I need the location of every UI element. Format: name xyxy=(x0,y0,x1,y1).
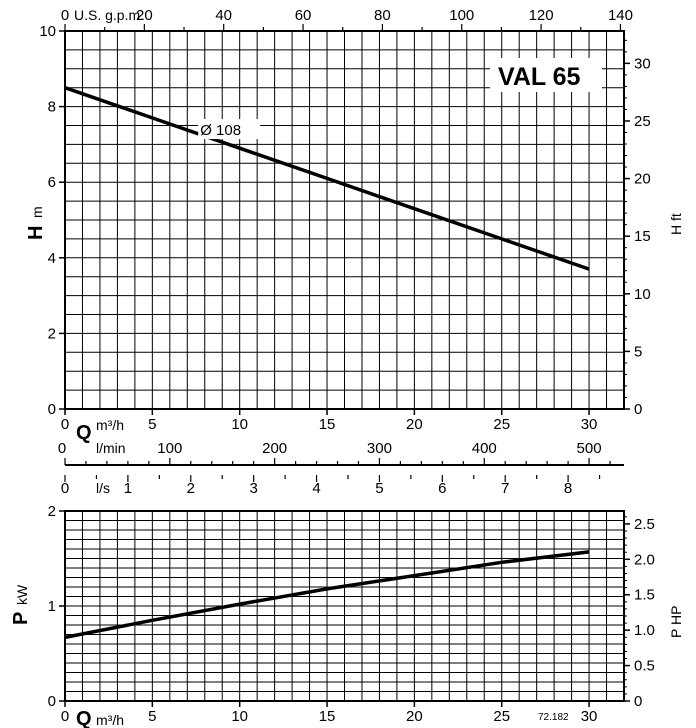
gpm-tick-label: 80 xyxy=(374,7,391,24)
power-x-tick-label: 30 xyxy=(581,708,598,725)
model-badge-background xyxy=(490,58,602,92)
head-right-axis-label: H ft xyxy=(668,213,684,235)
y-right-tick-label: 5 xyxy=(634,343,642,360)
head-chart-grid xyxy=(65,31,624,409)
lmin-scale-unit: l/min xyxy=(96,440,126,456)
y-right-tick-label: 0 xyxy=(634,401,642,418)
ls-tick-label: 3 xyxy=(249,480,257,497)
head-curve xyxy=(64,86,590,271)
flow-axis-unit-top: m³/h xyxy=(96,417,124,433)
power-right-axis-label: P HP xyxy=(668,606,684,638)
hp-tick-label: 0.5 xyxy=(634,658,655,675)
power-axis-symbol: P xyxy=(10,612,32,625)
head-axis-unit: m xyxy=(29,206,45,218)
gpm-tick-label: 60 xyxy=(295,7,312,24)
ls-tick-label: 2 xyxy=(187,480,195,497)
y-tick-label: 8 xyxy=(48,99,56,116)
y-right-tick-label: 20 xyxy=(634,171,651,188)
power-x-tick-label: 25 xyxy=(493,708,510,725)
performance-curves: Ø 108 xyxy=(64,86,590,640)
lmin-tick-label: 0 xyxy=(58,440,66,457)
y-tick-label: 0 xyxy=(48,401,56,418)
ls-tick-label: 1 xyxy=(124,480,132,497)
power-x-tick-label: 5 xyxy=(148,708,156,725)
lmin-tick-label: 100 xyxy=(157,440,182,457)
reference-code: 72.182 xyxy=(538,712,569,723)
power-x-tick-label: 10 xyxy=(231,708,248,725)
y-right-tick-label: 30 xyxy=(634,55,651,72)
flow-axis-symbol-top: Q xyxy=(76,422,92,444)
ls-tick-label: 5 xyxy=(375,480,383,497)
hp-tick-label: 2.0 xyxy=(634,551,655,568)
flow-axis-symbol-bottom: Q xyxy=(76,708,92,728)
model-badge: VAL 65 xyxy=(498,63,581,91)
hp-tick-label: 0 xyxy=(634,693,642,710)
head-chart-frame xyxy=(64,30,625,410)
power-y-tick-label: 0 xyxy=(48,693,56,710)
hp-tick-label: 1.5 xyxy=(634,587,655,604)
ls-scale-unit: l/s xyxy=(96,480,110,496)
y-right-tick-label: 15 xyxy=(634,228,651,245)
y-tick-label: 4 xyxy=(48,250,56,267)
flow-axis-unit-bottom: m³/h xyxy=(96,712,124,728)
y-right-tick-label: 25 xyxy=(634,113,651,130)
x-tick-label: 20 xyxy=(406,416,423,433)
x-tick-label: 10 xyxy=(231,416,248,433)
power-y-tick-label: 1 xyxy=(48,598,56,615)
lmin-tick-label: 400 xyxy=(472,440,497,457)
power-curve xyxy=(64,550,590,640)
ls-tick-label: 0 xyxy=(61,480,69,497)
gpm-tick-label: 100 xyxy=(449,7,474,24)
power-x-tick-label: 20 xyxy=(406,708,423,725)
y-tick-label: 10 xyxy=(39,23,56,40)
lmin-tick-label: 200 xyxy=(262,440,287,457)
power-y-tick-label: 2 xyxy=(48,503,56,520)
power-axis-unit: kW xyxy=(14,584,30,605)
x-tick-label: 5 xyxy=(148,416,156,433)
power-chart-grid xyxy=(65,511,624,701)
x-tick-label: 0 xyxy=(61,416,69,433)
y-tick-label: 6 xyxy=(48,174,56,191)
lmin-tick-label: 500 xyxy=(577,440,602,457)
x-tick-label: 15 xyxy=(319,416,336,433)
y-right-tick-label: 10 xyxy=(634,286,651,303)
curve-label: Ø 108 xyxy=(200,122,241,139)
x-tick-label: 30 xyxy=(581,416,598,433)
x-tick-label: 25 xyxy=(493,416,510,433)
hp-tick-label: 2.5 xyxy=(634,516,655,533)
ls-tick-label: 7 xyxy=(501,480,509,497)
ls-tick-label: 4 xyxy=(312,480,320,497)
top-axis-unit-label: U.S. g.p.m. xyxy=(74,7,144,23)
power-x-tick-label: 0 xyxy=(61,708,69,725)
y-tick-label: 2 xyxy=(48,325,56,342)
gpm-tick-label: 120 xyxy=(529,7,554,24)
gpm-tick-label: 20 xyxy=(136,7,153,24)
lmin-tick-label: 300 xyxy=(367,440,392,457)
gpm-tick-label: 140 xyxy=(608,7,633,24)
power-x-tick-label: 15 xyxy=(319,708,336,725)
gpm-tick-label: 40 xyxy=(215,7,232,24)
ls-tick-label: 6 xyxy=(438,480,446,497)
ls-tick-label: 8 xyxy=(564,480,572,497)
curve-label-background xyxy=(198,119,261,140)
gpm-tick-label: 0 xyxy=(61,7,69,24)
hp-tick-label: 1.0 xyxy=(634,622,655,639)
head-axis-symbol: H xyxy=(25,226,47,240)
